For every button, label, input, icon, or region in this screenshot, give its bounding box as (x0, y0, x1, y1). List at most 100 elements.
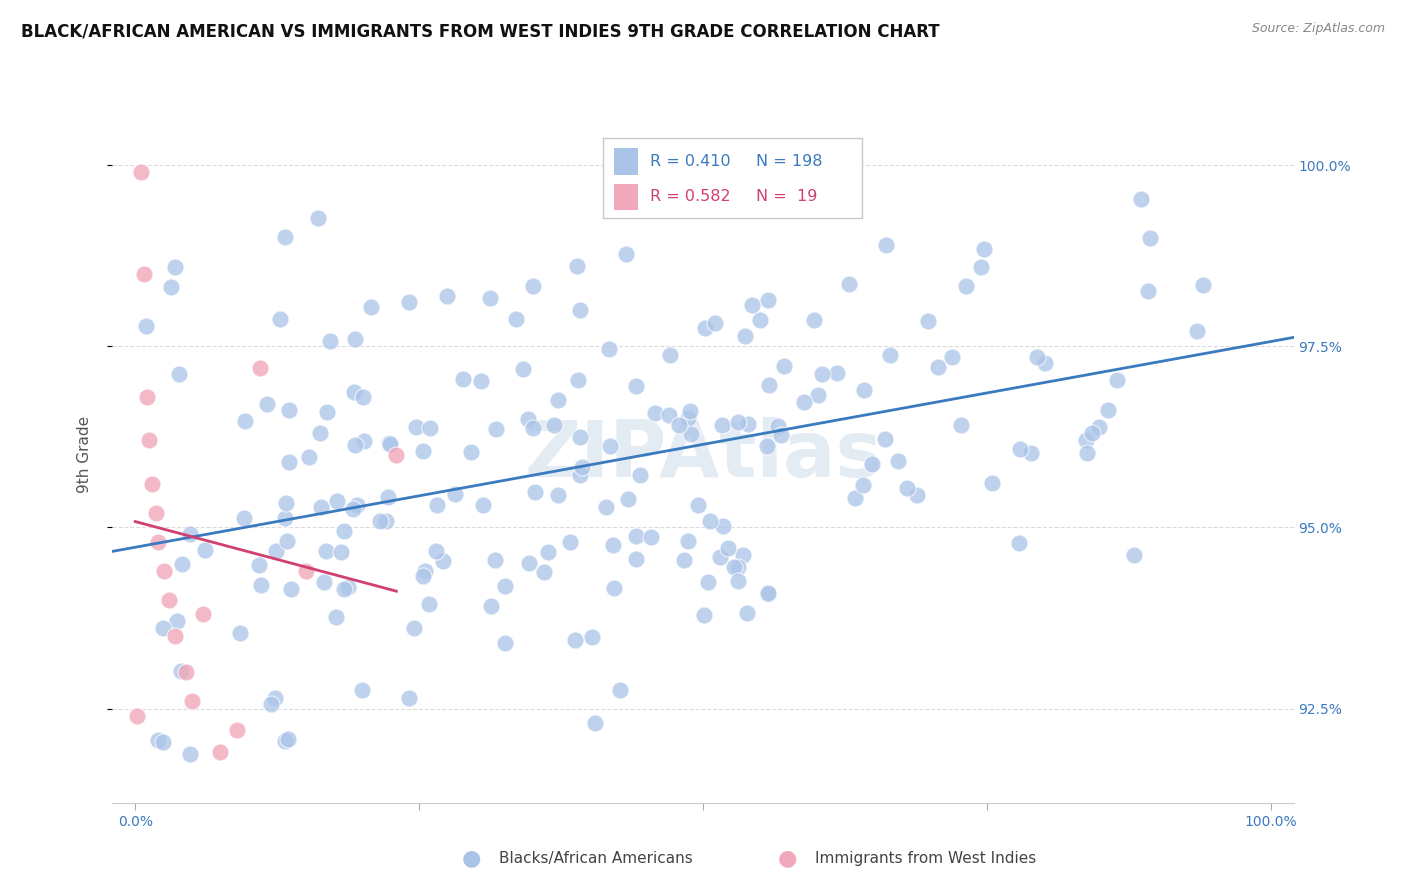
Point (344, 332, 367, 346)
Point (319, 334, 342, 348)
Point (276, 534, 298, 549)
Point (512, 362, 534, 376)
Point (277, 454, 299, 468)
Point (838, 277, 860, 291)
Point (803, 313, 825, 327)
Point (773, 359, 796, 373)
Point (181, 694, 204, 708)
Point (711, 519, 734, 533)
Point (152, 564, 174, 578)
Point (537, 545, 560, 559)
Point (567, 259, 589, 273)
Point (717, 541, 740, 556)
Point (727, 559, 749, 574)
Point (672, 553, 695, 567)
Point (412, 569, 434, 583)
Point (426, 498, 449, 512)
Point (309, 425, 332, 440)
Point (693, 321, 716, 335)
Point (1212, 38, 1234, 53)
Point (1087, 420, 1109, 434)
Point (294, 564, 316, 578)
Point (233, 510, 256, 524)
Point (412, 444, 434, 458)
Point (346, 498, 368, 512)
Point (159, 280, 181, 294)
Point (758, 586, 780, 600)
Point (460, 444, 482, 458)
Point (443, 487, 465, 501)
Point (617, 491, 640, 506)
Point (1097, 403, 1119, 417)
Point (905, 488, 928, 502)
Text: Source: ZipAtlas.com: Source: ZipAtlas.com (1251, 22, 1385, 36)
Point (1076, 433, 1098, 447)
Point (769, 428, 792, 442)
Point (1035, 355, 1057, 369)
Point (676, 533, 699, 548)
Point (1081, 426, 1104, 441)
Point (626, 379, 648, 393)
Point (679, 404, 702, 418)
Point (626, 551, 648, 566)
Point (141, 477, 163, 491)
Point (567, 373, 589, 387)
Point (603, 581, 626, 595)
Point (852, 383, 875, 397)
Point (375, 515, 398, 529)
Point (333, 582, 356, 596)
Point (807, 387, 830, 401)
Point (209, 745, 232, 759)
Point (170, 664, 193, 678)
Point (135, 390, 157, 404)
Point (516, 412, 538, 426)
Point (568, 468, 591, 483)
Point (471, 498, 494, 512)
Point (1076, 446, 1098, 460)
Point (152, 620, 174, 634)
Point (1136, 285, 1159, 299)
Text: N = 198: N = 198 (756, 153, 823, 169)
Point (756, 438, 779, 452)
Point (494, 635, 516, 649)
Point (917, 314, 939, 328)
Point (451, 372, 474, 386)
Point (247, 558, 270, 572)
Point (1019, 446, 1042, 460)
Point (326, 493, 349, 508)
Point (887, 454, 910, 468)
Point (228, 626, 250, 640)
Point (644, 406, 666, 420)
Point (686, 498, 709, 512)
Point (138, 434, 160, 448)
Point (571, 459, 593, 474)
Point (333, 524, 356, 538)
Point (658, 348, 681, 362)
Point (741, 298, 763, 312)
Point (524, 485, 547, 500)
Text: Immigrants from West Indies: Immigrants from West Indies (815, 851, 1036, 865)
Point (844, 491, 866, 506)
Point (145, 506, 167, 520)
Point (277, 732, 299, 747)
Point (896, 481, 918, 495)
Point (879, 348, 901, 362)
Text: BLACK/AFRICAN AMERICAN VS IMMIGRANTS FROM WEST INDIES 9TH GRADE CORRELATION CHAR: BLACK/AFRICAN AMERICAN VS IMMIGRANTS FRO… (21, 22, 939, 40)
Point (981, 476, 1004, 491)
Point (415, 564, 437, 578)
Point (599, 439, 621, 453)
Point (353, 434, 375, 448)
Point (727, 574, 749, 588)
Point (704, 316, 727, 330)
Point (1025, 350, 1047, 364)
Point (307, 211, 329, 225)
Point (1129, 192, 1152, 206)
Point (193, 607, 215, 622)
Point (1008, 442, 1031, 457)
Point (668, 417, 690, 432)
Point (152, 735, 174, 749)
Point (614, 247, 637, 261)
Point (955, 279, 977, 293)
Point (470, 374, 492, 388)
Point (927, 360, 949, 375)
